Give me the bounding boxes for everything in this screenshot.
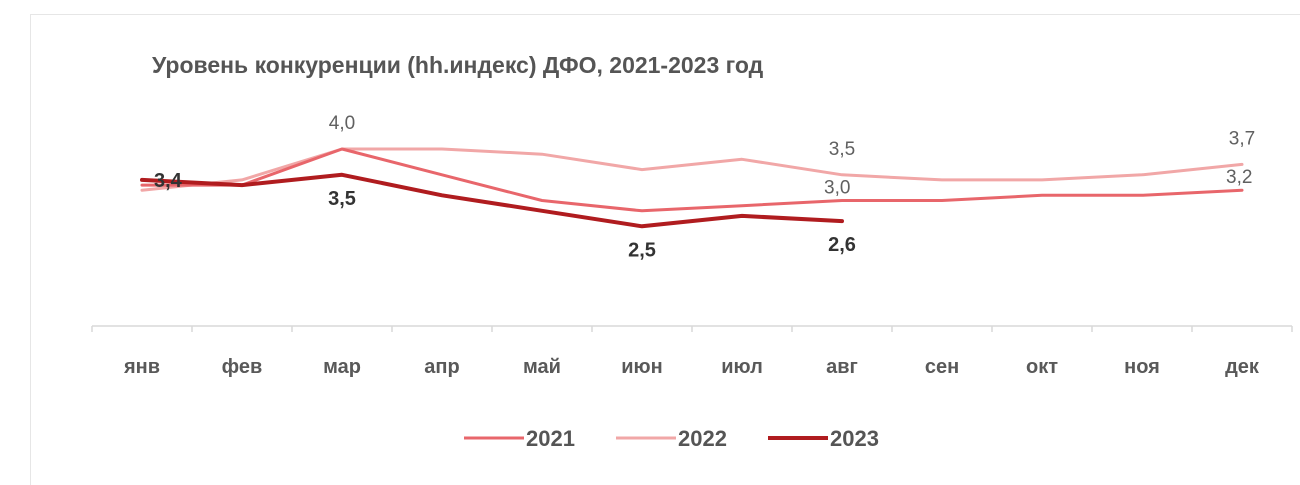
x-tick-label: авг <box>826 356 858 378</box>
x-tick-label: май <box>523 356 561 378</box>
data-label-2023: 3,5 <box>328 188 356 210</box>
x-tick-label: ноя <box>1124 356 1160 378</box>
data-label-2021: 3,0 <box>824 178 850 199</box>
x-tick-label: апр <box>424 356 459 378</box>
series-line-2022 <box>140 147 1244 192</box>
x-tick-label: янв <box>123 356 160 378</box>
data-label-2023: 3,4 <box>154 170 183 192</box>
series-line-2023 <box>140 172 844 229</box>
x-tick-label: фев <box>222 356 263 378</box>
legend-label-2023: 2023 <box>830 426 879 451</box>
series-lines <box>140 147 1244 229</box>
data-labels: 4,0 3,5 3,7 3,4 3,5 2,5 2,6 3,0 3,2 <box>154 113 1255 261</box>
data-label-2023: 2,5 <box>628 239 656 261</box>
data-label-2022: 4,0 <box>329 113 355 134</box>
data-label-2022: 3,7 <box>1229 128 1255 149</box>
series-line-2021 <box>140 147 1244 213</box>
legend-label-2022: 2022 <box>678 426 727 451</box>
legend-label-2021: 2021 <box>526 426 575 451</box>
data-label-2023: 2,6 <box>828 234 856 256</box>
line-chart: Уровень конкуренции (hh.индекс) ДФО, 202… <box>91 52 1293 451</box>
x-tick-label: июл <box>721 356 763 378</box>
chart-frame <box>30 14 1300 485</box>
x-tick-label: июн <box>621 356 662 378</box>
x-axis: янв фев мар апр май июн июл авг сен окт ноя дек <box>91 325 1293 378</box>
chart-title: Уровень конкуренции (hh.индекс) ДФО, 202… <box>152 52 764 78</box>
x-tick-label: окт <box>1026 356 1058 378</box>
data-label-2021: 3,2 <box>1226 167 1252 188</box>
legend: 2021 2022 2023 <box>464 426 879 451</box>
x-tick-label: дек <box>1225 356 1260 378</box>
data-label-2022: 3,5 <box>829 139 855 160</box>
x-tick-label: сен <box>925 356 959 378</box>
x-tick-label: мар <box>323 356 361 378</box>
